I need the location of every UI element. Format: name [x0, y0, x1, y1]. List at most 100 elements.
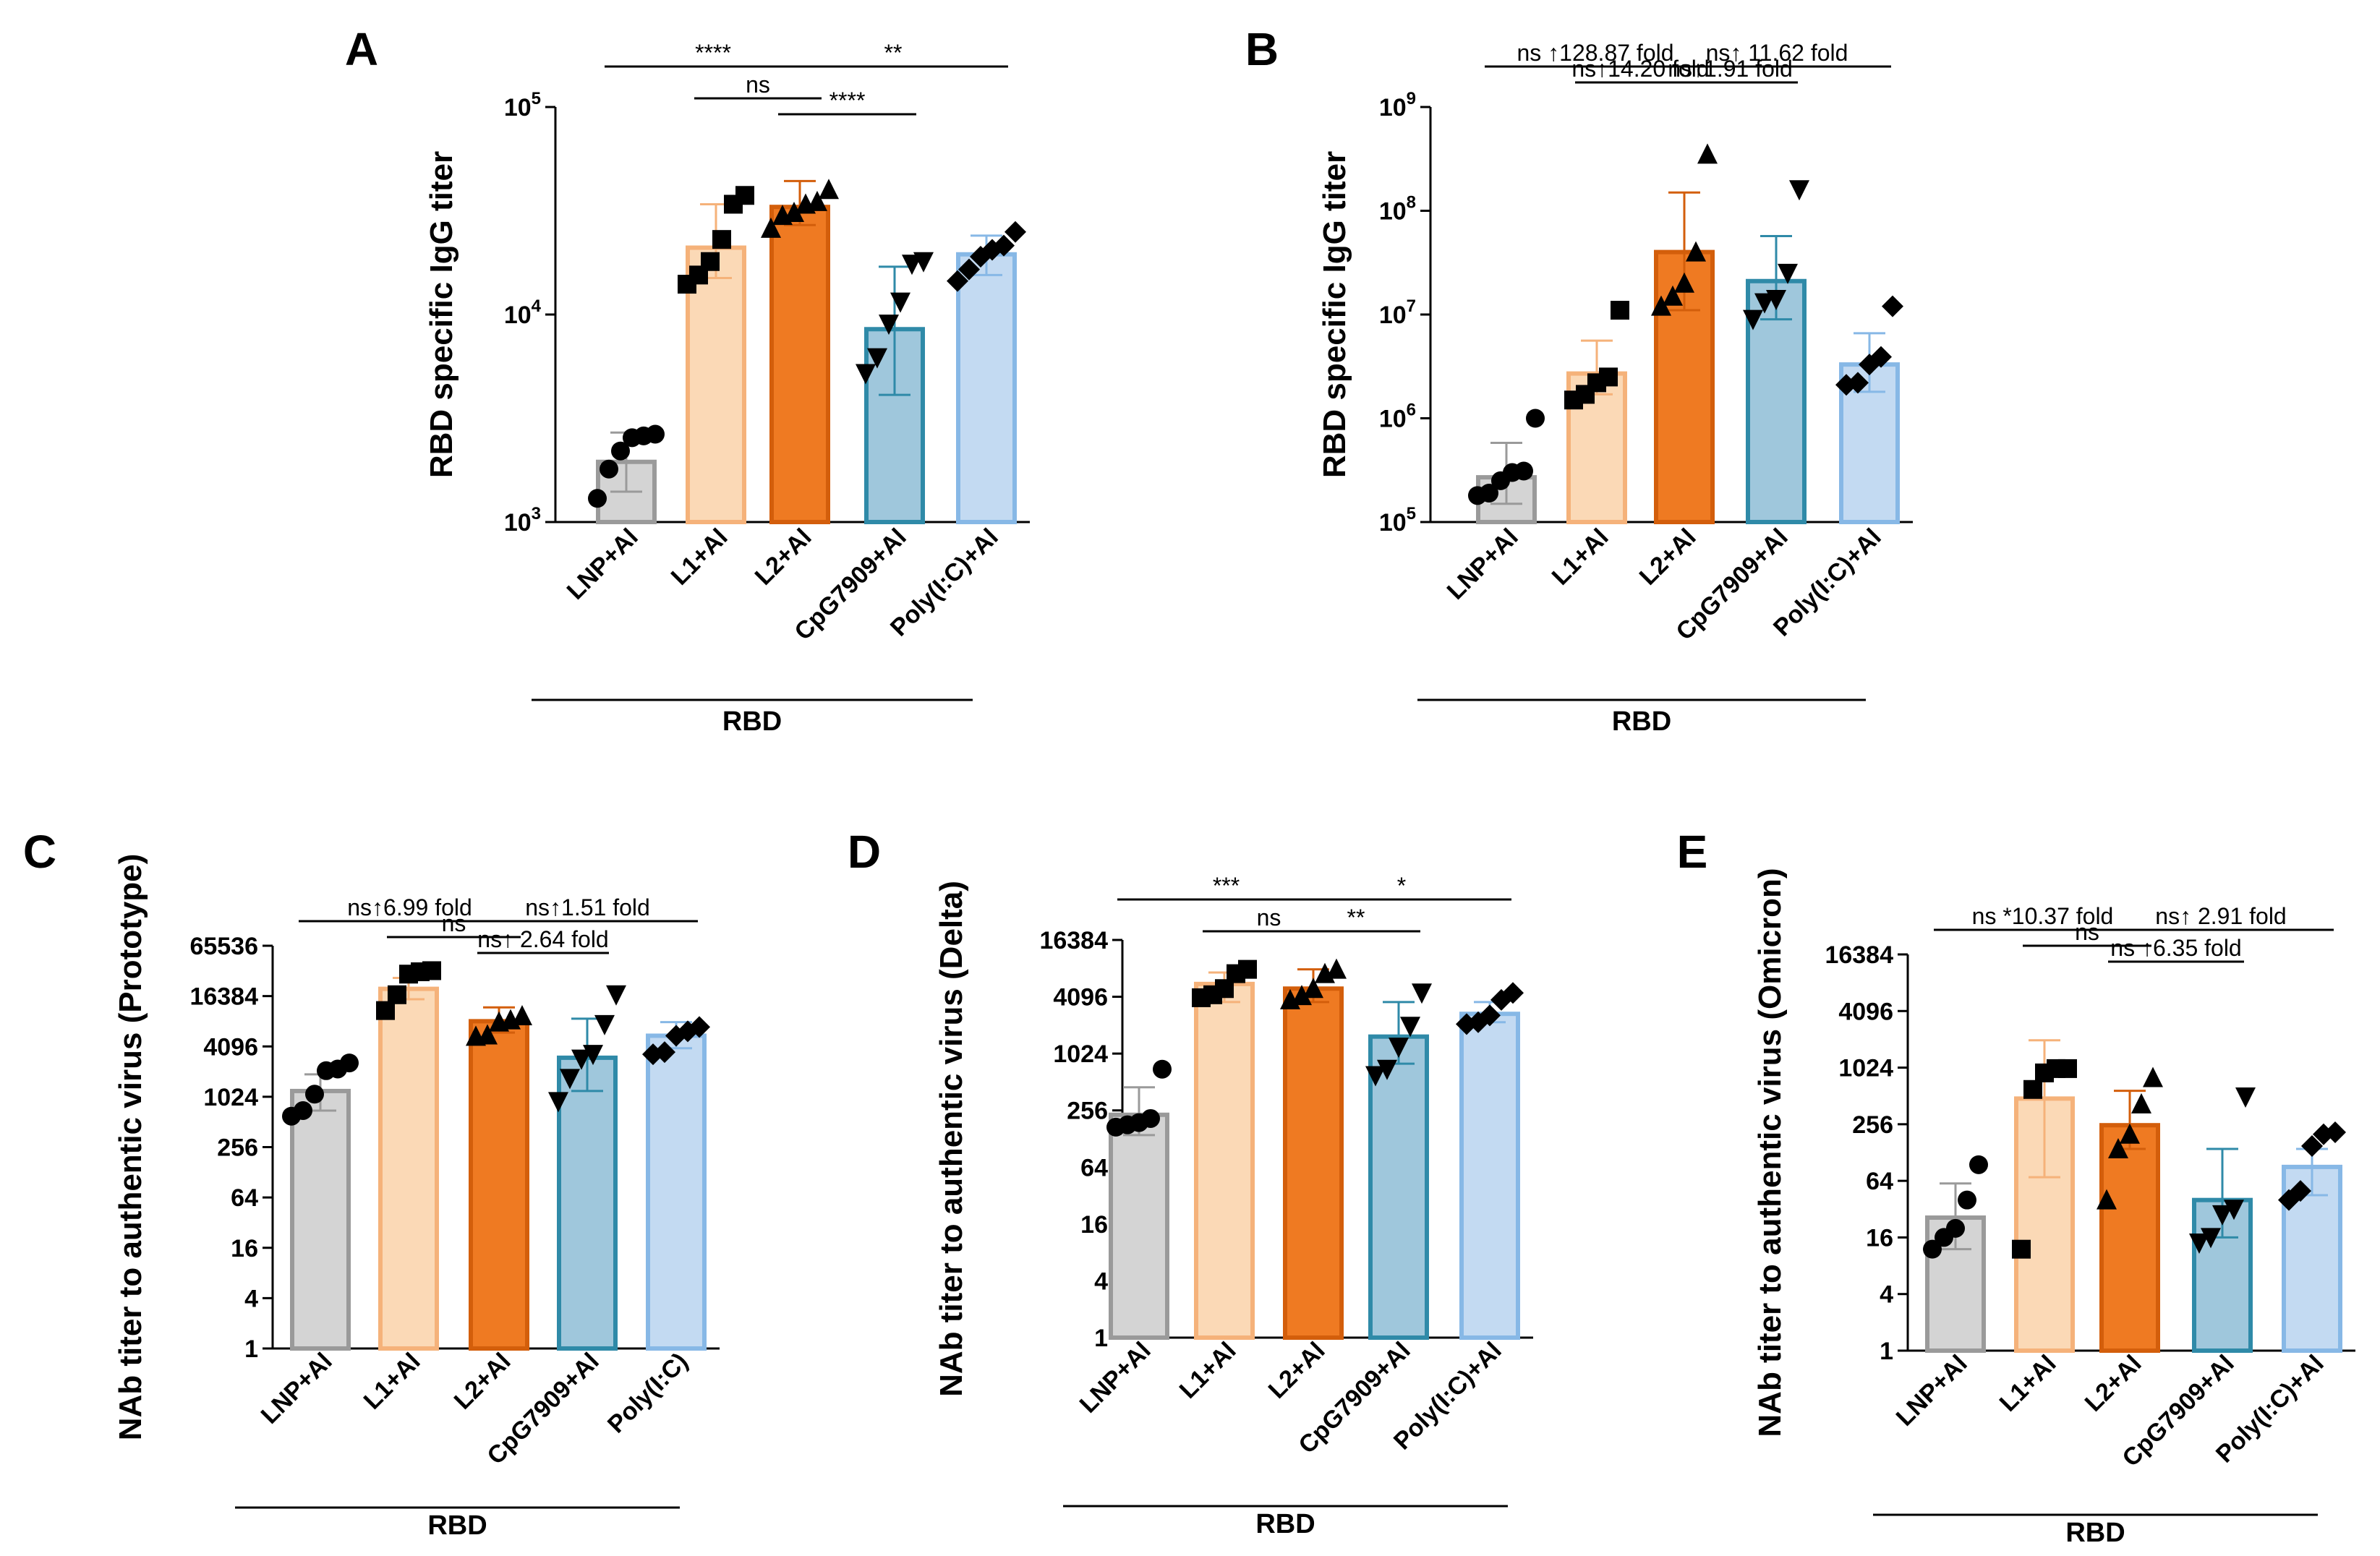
tick-exponent: 6 [1407, 401, 1416, 420]
data-point [2324, 1121, 2346, 1144]
significance-label: ns↑1.91 fold [1668, 56, 1793, 82]
y-tick-label: 4096 [1053, 984, 1108, 1012]
significance-label: ns↑ 11.62 fold [1706, 40, 1848, 66]
significance-label: ns ↑6.35 fold [2110, 935, 2241, 961]
y-tick-label: 64 [1080, 1154, 1108, 1181]
category-label: L2+Al [449, 1348, 516, 1415]
data-point [1480, 483, 1498, 503]
data-point [867, 348, 887, 369]
tick-base: 10 [1379, 94, 1407, 121]
y-tick-label: 16384 [189, 983, 258, 1011]
bar-l2-al [469, 1019, 529, 1351]
y-axis-label: NAb titer to authentic virus (Omicron) [1752, 868, 1788, 1437]
bar-l2-al [769, 205, 830, 524]
data-point [1141, 1108, 1160, 1128]
category-label: LNP+Al [1442, 523, 1524, 605]
data-point [2143, 1066, 2163, 1087]
data-point [1005, 221, 1026, 243]
y-tick-label: 105 [504, 89, 541, 121]
y-axis-label: NAb titer to authentic virus (Delta) [934, 881, 969, 1397]
y-tick-label: 107 [1379, 296, 1416, 329]
data-point [606, 985, 626, 1006]
tick-base: 10 [504, 302, 532, 329]
data-point [1502, 982, 1524, 1004]
data-point [1674, 272, 1694, 293]
bar-l2-al [1283, 986, 1344, 1340]
data-point [1663, 285, 1683, 306]
category-label: L1+Al [359, 1348, 426, 1415]
panel-label: D [848, 826, 881, 878]
bar-l1-al [378, 986, 439, 1351]
y-tick-label: 256 [217, 1134, 258, 1162]
y-tick-label: 1 [244, 1335, 258, 1363]
significance-label: *** [1213, 873, 1240, 899]
category-label: L2+Al [2080, 1350, 2147, 1417]
data-point [1377, 1059, 1397, 1080]
data-point [1599, 367, 1618, 387]
panel-c: C NAb titer to authentic virus (Prototype… [23, 826, 720, 1541]
panel-label: B [1245, 23, 1279, 75]
group-label: RBD [1255, 1509, 1315, 1539]
significance-label: ns↑ 2.91 fold [2155, 903, 2286, 929]
panel-label: E [1677, 826, 1708, 878]
data-point [819, 179, 839, 200]
category-label: L2+Al [750, 523, 817, 591]
data-point [611, 441, 630, 461]
data-point [422, 961, 441, 980]
data-point [2131, 1093, 2151, 1113]
data-point [2108, 1137, 2128, 1158]
bar-poly-i-c-al [956, 252, 1017, 524]
y-axis-label: RBD specific IgG titer [1317, 151, 1352, 478]
data-point [583, 1045, 603, 1066]
data-point [388, 985, 406, 1004]
data-point [560, 1069, 580, 1090]
tick-base: 10 [504, 509, 532, 537]
data-point [1303, 978, 1323, 999]
y-tick-label: 65536 [189, 933, 258, 960]
data-point [1292, 985, 1312, 1006]
data-point [902, 255, 922, 275]
significance-label: * [1397, 873, 1406, 899]
y-tick-label: 16 [1080, 1211, 1108, 1239]
data-point [294, 1100, 312, 1120]
data-point [1479, 1004, 1501, 1027]
tick-exponent: 7 [1407, 296, 1416, 316]
bar-poly-i-c-al [2282, 1164, 2342, 1354]
data-point [947, 270, 968, 292]
data-point [1611, 301, 1629, 320]
significance-label: ns↑14.20 fold [1571, 56, 1709, 82]
data-point [890, 292, 910, 313]
significance-label: ns↑6.99 fold [347, 894, 472, 920]
data-point [1365, 1066, 1386, 1087]
data-point [1514, 461, 1533, 481]
panel-label: A [345, 23, 378, 75]
category-label: LNP+Al [1891, 1350, 1973, 1432]
significance-label: **** [829, 87, 866, 114]
data-point [376, 1001, 395, 1020]
group-label: RBD [2065, 1518, 2125, 1548]
data-point [993, 234, 1015, 257]
data-point [1882, 295, 1903, 317]
data-point [2201, 1228, 2221, 1249]
category-label: L2+Al [1634, 523, 1702, 591]
data-point [879, 315, 899, 335]
significance-label: **** [695, 40, 731, 66]
y-tick-label: 16 [1866, 1224, 1893, 1252]
tick-exponent: 4 [532, 296, 542, 316]
y-tick-label: 64 [1866, 1168, 1893, 1195]
data-point [1870, 346, 1892, 368]
y-tick-label: 16 [231, 1235, 258, 1262]
data-point [784, 201, 804, 222]
data-point [2212, 1205, 2232, 1226]
significance-label: ns *10.37 fold [1972, 903, 2114, 929]
data-point [1847, 372, 1869, 394]
category-label: L1+Al [1995, 1350, 2062, 1417]
data-point [588, 489, 607, 508]
bar-poly-i-c- [646, 1033, 707, 1351]
group-label: RBD [1612, 706, 1671, 737]
data-point [340, 1053, 359, 1073]
panel-label: C [23, 826, 56, 878]
data-point [1789, 180, 1809, 201]
bar-cpg7909-al [1368, 1034, 1429, 1340]
